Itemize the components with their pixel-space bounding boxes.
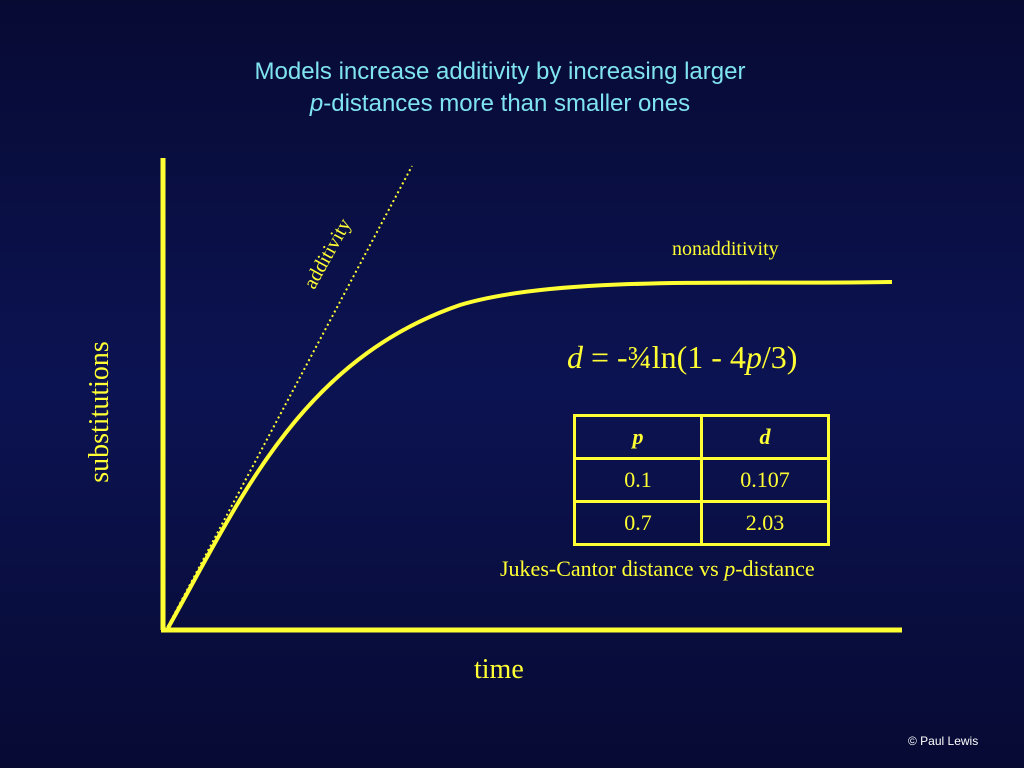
table-cell: 0.7 (573, 500, 703, 546)
nonadditivity-label: nonadditivity (672, 238, 779, 260)
table-row: 0.7 2.03 (573, 500, 830, 546)
formula-eq: = -¾ln(1 - 4 (583, 339, 746, 375)
y-axis-label: substitutions (84, 341, 115, 483)
caption-post: -distance (735, 556, 815, 581)
table-cell: 0.107 (700, 457, 830, 503)
nonadditivity-curve (166, 280, 893, 629)
table-header-p: p (573, 414, 703, 460)
distance-table: p d 0.1 0.107 0.7 2.03 (573, 414, 830, 546)
table-header-d: d (700, 414, 830, 460)
table-cell: 0.1 (573, 457, 703, 503)
x-axis-label: time (474, 654, 524, 685)
formula-tail: /3) (761, 339, 798, 375)
caption-pre: Jukes-Cantor distance vs (500, 556, 725, 581)
title-line-2: p-distances more than smaller ones (0, 88, 1000, 120)
table-row: 0.1 0.107 (573, 457, 830, 503)
title-p-symbol: p (309, 90, 324, 117)
slide-title: Models increase additivity by increasing… (0, 56, 1000, 120)
formula-d: d (567, 339, 583, 375)
copyright-credit: © Paul Lewis (908, 734, 979, 748)
additivity-line (167, 165, 413, 627)
table-header-row: p d (573, 414, 830, 460)
table-caption: Jukes-Cantor distance vs p-distance (500, 556, 815, 582)
jukes-cantor-formula: d = -¾ln(1 - 4p/3) (567, 339, 797, 376)
caption-p: p (724, 556, 736, 581)
title-line-2-text: -distances more than smaller ones (323, 90, 691, 117)
formula-p: p (745, 339, 762, 375)
table-cell: 2.03 (700, 500, 830, 546)
title-line-1: Models increase additivity by increasing… (254, 58, 746, 85)
